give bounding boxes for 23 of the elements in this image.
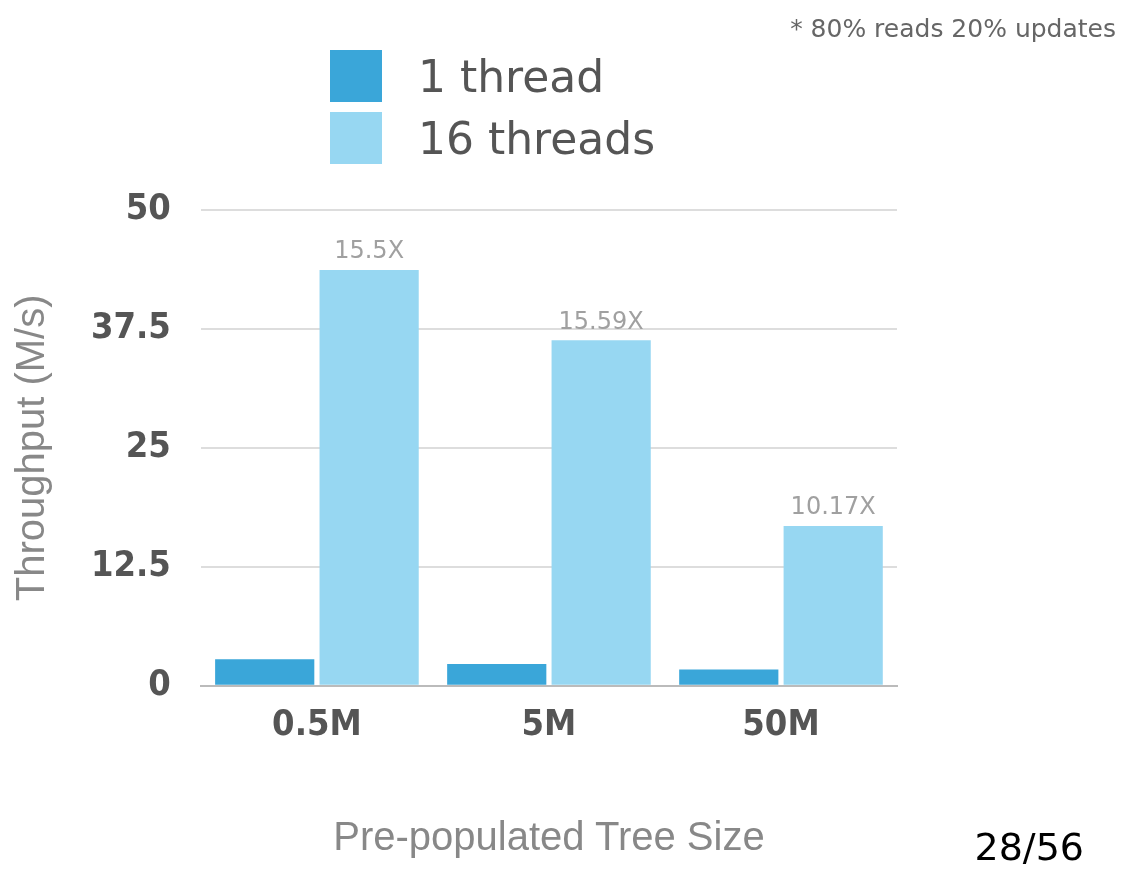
y-tick-label: 37.5	[90, 305, 171, 347]
y-axis-title: Throughput (M/s)	[8, 294, 53, 602]
text: 28/56	[974, 825, 1084, 869]
y-tick-label: 50	[125, 186, 171, 228]
annotation: 15.59X	[558, 306, 644, 335]
y-tick-label: 0	[148, 662, 171, 704]
x-tick-label: 5M	[521, 701, 577, 743]
bar	[783, 525, 883, 685]
y-tick-label: 25	[125, 424, 171, 466]
text: * 80% reads 20% updates	[790, 14, 1116, 43]
bar	[679, 669, 779, 685]
annotation: 10.17X	[790, 492, 876, 521]
bar	[215, 659, 315, 685]
y-tick-label: 12.5	[90, 543, 171, 585]
legend-label: 1 thread	[418, 50, 605, 102]
bar	[551, 340, 651, 685]
legend-label: 16 threads	[418, 112, 656, 164]
bar	[447, 663, 547, 685]
bar	[319, 269, 419, 685]
annotation: 15.5X	[334, 236, 405, 265]
x-tick-label: 50M	[742, 701, 820, 743]
x-tick-label: 0.5M	[272, 701, 362, 743]
x-axis-title: Pre-populated Tree Size	[333, 814, 765, 859]
